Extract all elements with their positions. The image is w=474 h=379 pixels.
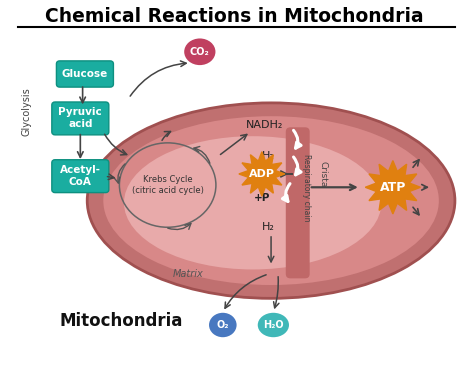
Ellipse shape xyxy=(87,103,455,298)
Ellipse shape xyxy=(103,116,439,285)
Text: O₂: O₂ xyxy=(217,320,229,330)
Ellipse shape xyxy=(209,313,237,337)
Ellipse shape xyxy=(258,313,289,337)
Text: Pyruvic
acid: Pyruvic acid xyxy=(58,107,102,129)
Text: Glycolysis: Glycolysis xyxy=(21,88,32,136)
Text: Chemical Reactions in Mitochondria: Chemical Reactions in Mitochondria xyxy=(45,7,424,27)
Text: Mitochondria: Mitochondria xyxy=(60,312,183,330)
Polygon shape xyxy=(365,161,420,214)
Text: H₂: H₂ xyxy=(262,222,275,232)
Text: Respiratory chain: Respiratory chain xyxy=(302,153,311,221)
FancyBboxPatch shape xyxy=(52,160,109,193)
Ellipse shape xyxy=(124,136,382,269)
Text: NADH₂: NADH₂ xyxy=(246,120,283,130)
Text: +P: +P xyxy=(254,193,270,204)
Text: Crista: Crista xyxy=(318,161,327,187)
Text: H₂O: H₂O xyxy=(263,320,283,330)
Text: Matrix: Matrix xyxy=(173,269,204,279)
Text: Krebs Cycle
(citric acid cycle): Krebs Cycle (citric acid cycle) xyxy=(132,175,204,195)
Text: H₂: H₂ xyxy=(262,151,275,161)
Ellipse shape xyxy=(184,38,216,65)
Text: ADP: ADP xyxy=(249,169,275,179)
FancyBboxPatch shape xyxy=(52,102,109,135)
Text: ATP: ATP xyxy=(380,181,406,194)
FancyBboxPatch shape xyxy=(286,127,310,278)
FancyBboxPatch shape xyxy=(56,61,113,87)
Text: Glucose: Glucose xyxy=(62,69,108,79)
Text: CO₂: CO₂ xyxy=(190,47,210,57)
Text: Acetyl-
CoA: Acetyl- CoA xyxy=(60,165,101,187)
Polygon shape xyxy=(239,152,285,196)
